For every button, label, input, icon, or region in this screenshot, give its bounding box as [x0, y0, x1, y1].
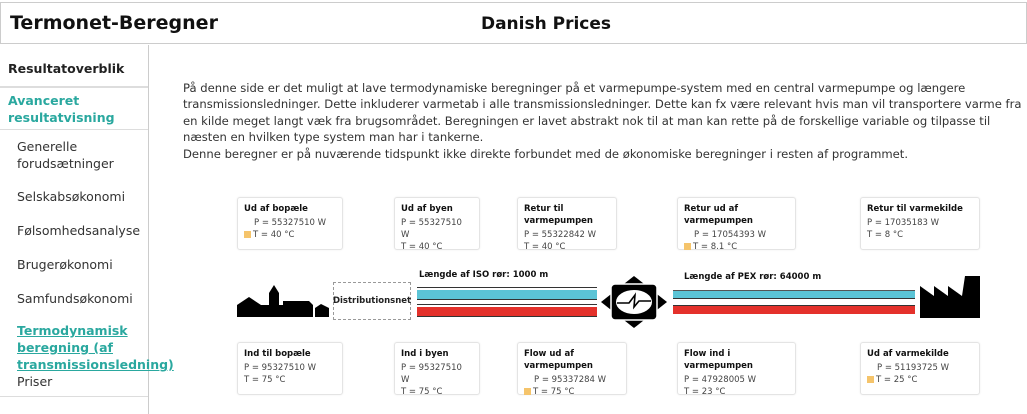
temperature-row: T = 75 °C [244, 374, 336, 386]
temperature-row: T = 75 °C [524, 386, 620, 398]
temperature-value: T = 75 °C [533, 387, 575, 397]
factory-icon [920, 276, 980, 318]
supply-node-box: Flow ud af varmepumpen P = 95337284 W T … [517, 342, 627, 398]
iso-hot-pipe [417, 304, 597, 317]
return-node-box: Ud af byen P = 55327510 W T = 40 °C [394, 197, 480, 253]
box-title: Retur til varmekilde [867, 204, 963, 214]
supply-node-box: Ind i byen P = 95327510 W T = 75 °C [394, 342, 480, 398]
temperature-row: T = 23 °C [684, 386, 789, 398]
box-title: Retur til varmepumpen [524, 204, 593, 226]
sidebar-item-prices[interactable]: Priser [0, 373, 148, 397]
power-value: P = 55327510 W [254, 218, 327, 228]
box-title: Ind til bopæle [244, 349, 311, 359]
marker-icon [867, 376, 874, 383]
heat-pump-icon[interactable] [601, 276, 667, 328]
temperature-value: T = 8 °C [867, 230, 904, 240]
box-title: Ud af varmekilde [867, 349, 949, 359]
temperature-value: T = 40 °C [401, 242, 443, 252]
temperature-value: T = 75 °C [244, 375, 286, 385]
supply-node-box: Ind til bopæle P = 95327510 W T = 75 °C [237, 342, 343, 395]
temperature-row: T = 8 °C [867, 229, 973, 241]
power-value: P = 95327510 W [401, 363, 462, 385]
box-title: Retur ud af varmepumpen [684, 204, 753, 226]
box-title: Flow ud af varmepumpen [524, 349, 593, 371]
sidebar-item-society-economy[interactable]: Samfundsøkonomi [17, 291, 133, 306]
temperature-row: T = 40 °C [244, 229, 336, 241]
intro-note: Denne beregner er på nuværende tidspunkt… [183, 146, 909, 161]
temperature-value: T = 75 °C [401, 387, 443, 397]
sidebar-item-general[interactable]: Generelle forudsætninger [17, 139, 114, 171]
pex-hot-pipe [673, 305, 915, 314]
box-title: Ud af byen [401, 204, 453, 214]
marker-icon [684, 243, 691, 250]
return-node-box: Retur ud af varmepumpen P = 17054393 W T… [677, 197, 796, 253]
power-value: P = 17054393 W [694, 230, 767, 240]
temperature-row: T = 40 °C [401, 241, 473, 253]
page-title: Danish Prices [480, 14, 612, 34]
supply-node-box: Flow ind i varmepumpen P = 47928005 W T … [677, 342, 796, 398]
temperature-row: T = 25 °C [867, 374, 973, 386]
temperature-value: T = 23 °C [684, 387, 726, 397]
power-value: P = 55327510 W [401, 218, 462, 240]
pex-pipe-label: Længde af PEX rør: 64000 m [684, 272, 822, 282]
return-node-box: Retur til varmepumpen P = 55322842 W T =… [517, 197, 617, 253]
temperature-value: T = 8.1 °C [693, 242, 738, 252]
sidebar-item-user-economy[interactable]: Brugerøkonomi [17, 257, 113, 272]
sidebar-item-sensitivity[interactable]: Følsomhedsanalyse [17, 223, 141, 238]
marker-icon [244, 231, 251, 238]
sidebar-item-overview[interactable]: Resultatoverblik [0, 45, 148, 88]
power-value: P = 47928005 W [684, 375, 757, 385]
return-node-box: Retur til varmekilde P = 17035183 W T = … [860, 197, 980, 250]
supply-node-box: Ud af varmekilde P = 51193725 W T = 25 °… [860, 342, 980, 395]
sidebar-item-company-economy[interactable]: Selskabsøkonomi [17, 189, 126, 204]
sidebar-item-advanced[interactable]: Avanceret resultatvisning [0, 88, 148, 130]
temperature-row: T = 8.1 °C [684, 241, 789, 253]
app-header: Termonet-Beregner Danish Prices [0, 2, 1027, 44]
power-value: P = 17035183 W [867, 218, 940, 228]
power-value: P = 51193725 W [877, 363, 950, 373]
box-title: Ud af bopæle [244, 204, 308, 214]
town-icon [237, 285, 329, 317]
pex-cold-pipe [673, 290, 915, 299]
sidebar: Resultatoverblik Avanceret resultatvisni… [0, 45, 174, 414]
power-value: P = 95337284 W [534, 375, 607, 385]
marker-icon [524, 388, 531, 395]
temperature-value: T = 40 °C [253, 230, 295, 240]
box-title: Flow ind i varmepumpen [684, 349, 753, 371]
power-value: P = 55322842 W [524, 230, 597, 240]
temperature-value: T = 25 °C [876, 375, 918, 385]
temperature-value: T = 40 °C [524, 242, 566, 252]
distribution-network: Distributionsnet [333, 282, 411, 320]
return-node-box: Ud af bopæle P = 55327510 W T = 40 °C [237, 197, 343, 250]
intro-paragraph: På denne side er det muligt at lave term… [183, 81, 1022, 145]
temperature-row: T = 75 °C [401, 386, 473, 398]
power-value: P = 95327510 W [244, 363, 317, 373]
app-title: Termonet-Beregner [10, 12, 218, 34]
temperature-row: T = 40 °C [524, 241, 610, 253]
intro-text: På denne side er det muligt at lave term… [183, 80, 1023, 162]
box-title: Ind i byen [401, 349, 449, 359]
iso-pipe-label: Længde af ISO rør: 1000 m [419, 270, 549, 280]
iso-cold-pipe [417, 287, 597, 300]
sidebar-item-thermodynamic[interactable]: Termodynamisk beregning (af transmission… [17, 323, 174, 372]
